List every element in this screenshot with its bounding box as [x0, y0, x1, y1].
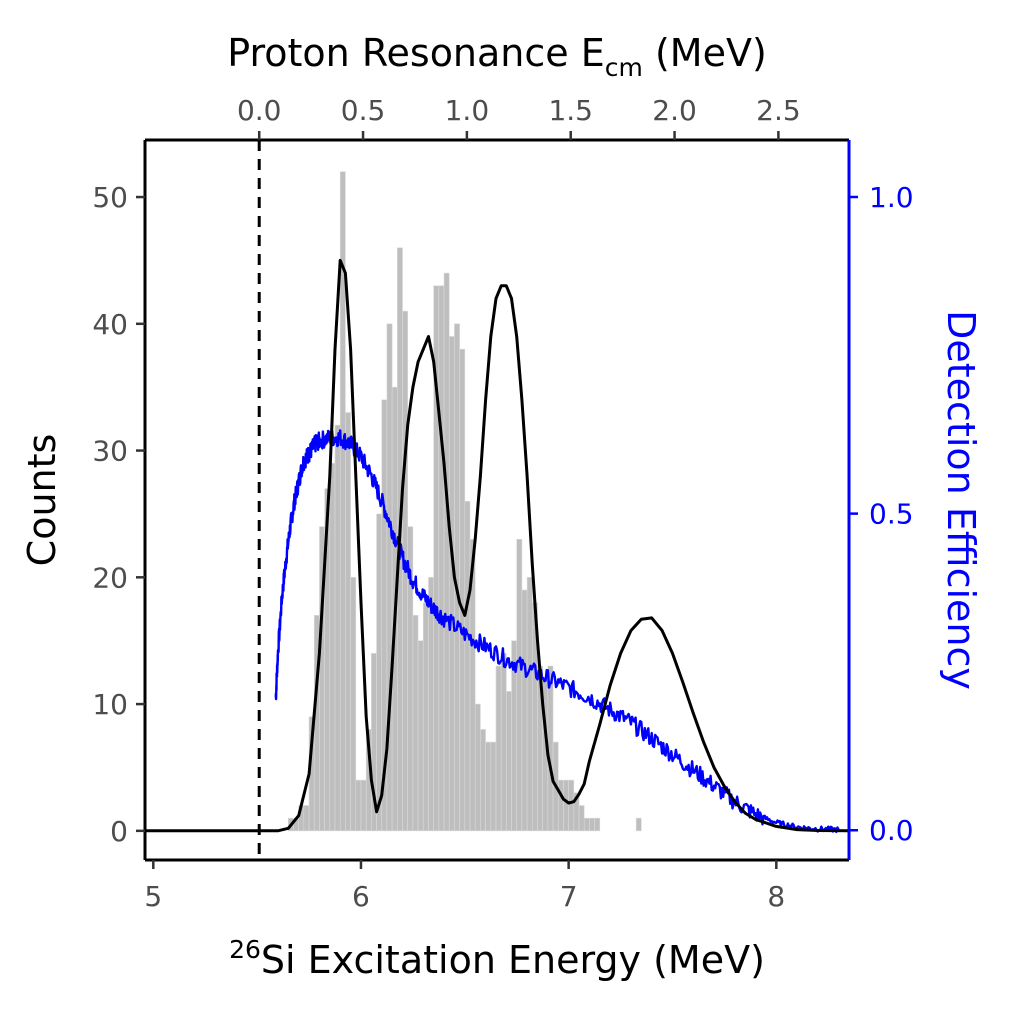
- histogram-bar: [635, 817, 642, 832]
- histogram-bar: [303, 805, 310, 832]
- y2-tick-label: 0.5: [869, 498, 914, 531]
- x2-tick-label: 0.5: [341, 94, 386, 127]
- x2-tick-label: 1.0: [445, 94, 490, 127]
- x-tick-label: 7: [560, 880, 578, 913]
- x2-axis-title-subscript: cm: [605, 53, 643, 82]
- histogram-bar: [417, 640, 424, 832]
- histogram-bar: [583, 817, 590, 832]
- x2-tick-label: 2.5: [756, 94, 801, 127]
- histogram-bar: [355, 779, 362, 832]
- x-tick-label: 5: [144, 880, 162, 913]
- x2-axis-title-text: Proton Resonance E: [227, 31, 605, 75]
- y-tick-label: 30: [92, 435, 128, 468]
- x2-tick-label: 0.0: [237, 94, 282, 127]
- y-tick-label: 10: [92, 688, 128, 721]
- histogram-bar: [500, 653, 507, 832]
- y2-tick-label: 0.0: [869, 814, 914, 847]
- axes: 0 10 20 30 40 50 5 6 7 8 0.0 0.5 1.0 1.5 2.0 2.5 0.0 0.5 1…: [92, 94, 913, 913]
- x-axis-title: 26Si Excitation Energy (MeV): [229, 935, 765, 982]
- x-tick-label: 8: [767, 880, 785, 913]
- histogram-bar: [334, 424, 341, 832]
- x2-axis-title: Proton Resonance Ecm (MeV): [227, 31, 767, 82]
- histogram-bar: [521, 589, 528, 832]
- y-tick-label: 50: [92, 181, 128, 214]
- x-axis-title-superscript: 26: [229, 935, 261, 964]
- histogram-bar: [474, 703, 481, 832]
- histogram-bar: [360, 779, 367, 832]
- histogram-bar: [506, 691, 512, 832]
- efficiency-line: [274, 429, 840, 834]
- fit-series: [145, 258, 850, 833]
- histogram-bar: [443, 272, 450, 832]
- fit-line: [145, 258, 850, 833]
- histogram-bar: [422, 602, 429, 832]
- y-tick-label: 0: [110, 815, 128, 848]
- x-axis-title-text: Si Excitation Energy (MeV): [261, 938, 765, 982]
- y2-axis-title: Detection Efficiency: [939, 310, 983, 690]
- histogram-bar: [557, 779, 564, 832]
- histogram-bar: [568, 779, 575, 832]
- histogram-bar: [589, 817, 595, 832]
- x2-tick-label: 2.0: [652, 94, 697, 127]
- histogram-bar: [350, 577, 357, 832]
- histogram-bar: [594, 817, 601, 832]
- histogram-bar: [480, 729, 486, 832]
- efficiency-series: [274, 429, 840, 834]
- y2-tick-label: 1.0: [869, 181, 914, 214]
- histogram-bar: [345, 412, 351, 832]
- histogram-bar: [495, 665, 502, 832]
- histogram-bar: [464, 500, 471, 832]
- histogram-bar: [428, 577, 434, 832]
- histogram-bar: [490, 741, 497, 832]
- y-tick-label: 40: [92, 308, 128, 341]
- histogram-bar: [438, 285, 445, 832]
- histogram-bar: [485, 741, 492, 832]
- histogram-bar: [578, 805, 585, 832]
- histogram-bar: [376, 513, 383, 832]
- histogram-bars: [287, 171, 642, 832]
- histogram-bar: [448, 336, 455, 832]
- x2-tick-label: 1.5: [548, 94, 593, 127]
- histogram-bar: [526, 577, 533, 832]
- histogram-bar: [469, 538, 476, 832]
- histogram-bar: [412, 615, 419, 832]
- histogram-bar: [563, 779, 569, 832]
- x2-axis-title-end: (MeV): [643, 31, 767, 75]
- histogram-bar: [386, 323, 393, 832]
- histogram-bar: [329, 462, 336, 832]
- x-tick-label: 6: [352, 880, 370, 913]
- y-tick-label: 20: [92, 561, 128, 594]
- histogram-bar: [459, 348, 466, 832]
- y-axis-title: Counts: [20, 434, 64, 567]
- histogram-bar: [516, 538, 523, 832]
